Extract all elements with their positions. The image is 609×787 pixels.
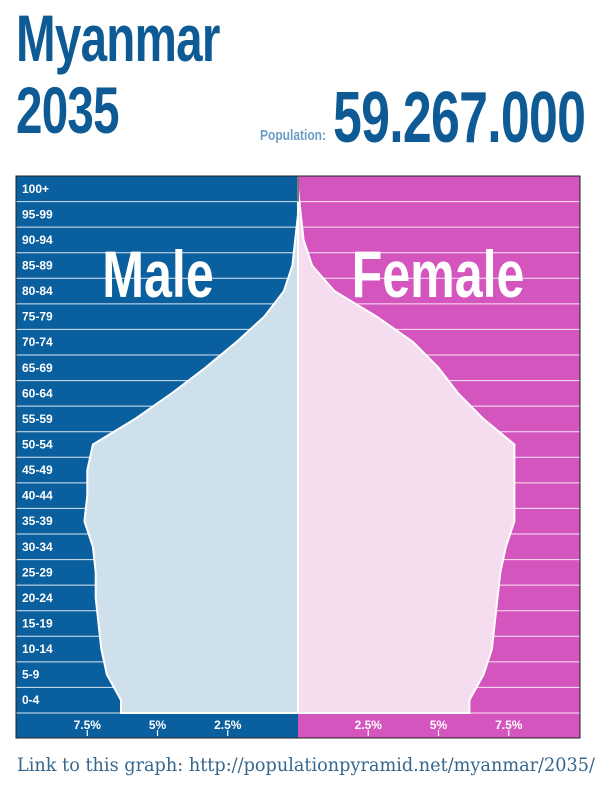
age-label: 30-34: [22, 540, 53, 554]
age-label: 65-69: [22, 361, 53, 375]
age-label: 50-54: [22, 438, 53, 452]
age-label: 95-99: [22, 207, 53, 221]
age-label: 45-49: [22, 463, 53, 477]
legend-male: Male: [102, 238, 214, 311]
x-tick-label: 5%: [430, 718, 448, 732]
age-label: 100+: [22, 182, 49, 196]
female-area: [297, 176, 516, 714]
age-label: 90-94: [22, 233, 53, 247]
age-labels: 0-4 5-9 10-14 15-19 20-24 25-29 30-34 35-39 40-4…: [22, 182, 53, 707]
age-label: 85-89: [22, 259, 53, 273]
age-label: 75-79: [22, 310, 53, 324]
age-label: 80-84: [22, 284, 53, 298]
population-value: 59.267.000: [333, 78, 586, 158]
age-label: 40-44: [22, 489, 53, 503]
age-label: 0-4: [22, 693, 40, 707]
country-name: Myanmar: [16, 1, 220, 75]
graph-link[interactable]: Link to this graph: http://populationpyr…: [17, 754, 595, 776]
legend-female: Female: [352, 238, 525, 311]
projection-year: 2035: [16, 73, 120, 147]
x-tick-label: 5%: [149, 718, 167, 732]
age-label: 15-19: [22, 617, 53, 631]
population-label: Population:: [260, 127, 326, 144]
male-area: [83, 176, 299, 714]
x-tick-label: 7.5%: [74, 718, 102, 732]
age-label: 60-64: [22, 386, 53, 400]
x-axis-ticks: 7.5% 5% 2.5% 2.5% 5% 7.5%: [74, 718, 523, 736]
x-tick-label: 2.5%: [355, 718, 383, 732]
age-label: 70-74: [22, 335, 53, 349]
x-tick-label: 2.5%: [214, 718, 242, 732]
age-label: 25-29: [22, 565, 53, 579]
age-label: 55-59: [22, 412, 53, 426]
age-label: 20-24: [22, 591, 53, 605]
x-tick-label: 7.5%: [495, 718, 523, 732]
age-label: 10-14: [22, 642, 53, 656]
page-title: Myanmar 2035: [16, 2, 220, 146]
chart-frame: [15, 175, 581, 739]
age-label: 5-9: [22, 668, 40, 682]
age-label: 35-39: [22, 514, 53, 528]
